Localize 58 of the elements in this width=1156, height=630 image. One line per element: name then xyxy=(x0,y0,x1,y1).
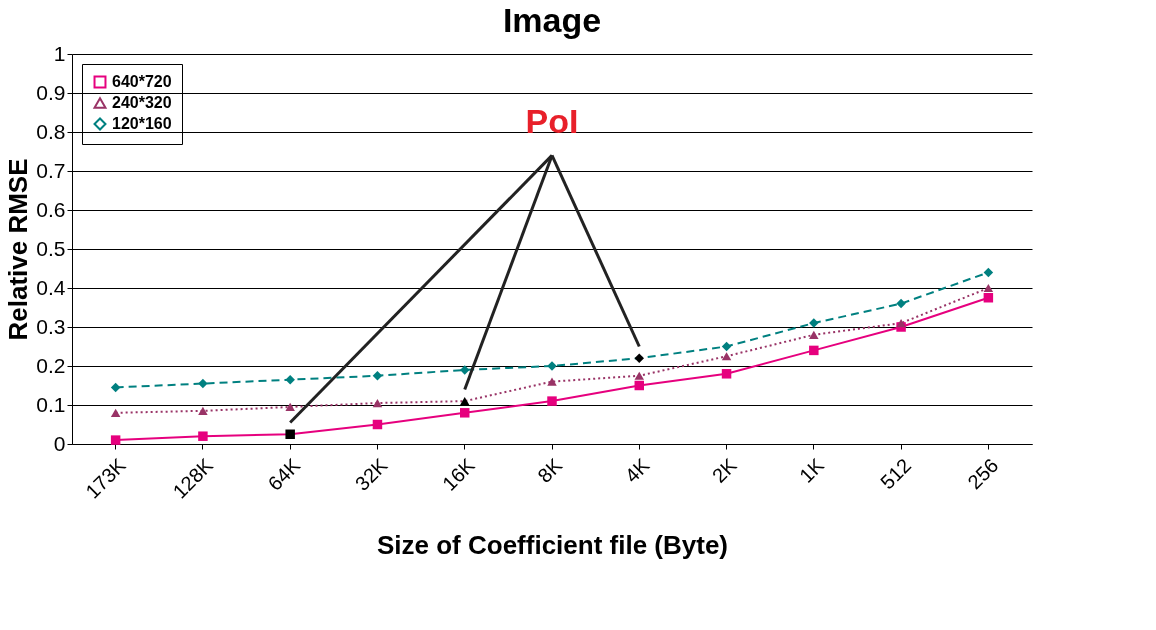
point xyxy=(110,435,121,445)
point xyxy=(547,377,557,386)
point xyxy=(198,431,208,441)
point xyxy=(372,371,383,381)
x-tick-label: 4K xyxy=(620,453,654,487)
y-tick-label: 1 xyxy=(53,41,66,65)
y-axis-title: Relative RMSE xyxy=(3,158,34,341)
point xyxy=(983,293,994,303)
point xyxy=(896,318,906,328)
point xyxy=(983,267,994,278)
y-tick-label: 0.8 xyxy=(36,119,66,143)
point xyxy=(285,374,295,385)
y-tick-label: 0.9 xyxy=(36,80,66,104)
y-tick-label: 0.4 xyxy=(36,275,66,299)
x-tick-label: 512 xyxy=(876,454,916,494)
point xyxy=(634,371,645,380)
point xyxy=(809,318,819,328)
point xyxy=(459,408,470,418)
point xyxy=(634,380,645,391)
x-tick-label: 64K xyxy=(263,453,305,495)
point xyxy=(547,396,557,406)
legend-label: 640*720 xyxy=(112,73,172,90)
point xyxy=(721,369,732,379)
point xyxy=(809,345,819,356)
x-tick-label: 16K xyxy=(438,453,480,495)
y-tick-label: 0.7 xyxy=(36,158,66,182)
point xyxy=(459,365,470,375)
point xyxy=(634,353,645,363)
point xyxy=(721,352,732,361)
x-tick-label: 1K xyxy=(795,453,829,487)
point xyxy=(809,330,819,339)
y-tick-label: 0.5 xyxy=(36,236,66,260)
point xyxy=(983,283,994,293)
point xyxy=(372,398,383,408)
point xyxy=(110,408,121,417)
point xyxy=(896,298,906,309)
x-tick-label: 2K xyxy=(707,453,742,487)
y-tick-label: 0 xyxy=(53,431,66,455)
point xyxy=(721,341,732,352)
x-tick-label: 8K xyxy=(533,453,567,487)
y-tick-label: 0.1 xyxy=(36,392,66,416)
x-tick-label: 32K xyxy=(350,453,393,495)
point xyxy=(285,402,295,412)
point xyxy=(110,382,121,393)
point xyxy=(459,396,470,406)
point xyxy=(285,429,295,439)
y-tick-label: 0.2 xyxy=(36,353,66,377)
chart-title: Image xyxy=(502,1,602,39)
point xyxy=(372,419,383,430)
legend-label: 120*160 xyxy=(112,115,172,132)
legend-label: 240*320 xyxy=(112,94,172,111)
point xyxy=(198,378,208,389)
y-tick-label: 0.3 xyxy=(36,314,66,338)
point xyxy=(198,406,208,415)
x-tick-label: 256 xyxy=(963,454,1003,494)
y-tick-label: 0.6 xyxy=(36,197,66,221)
x-axis-title: Size of Coefficient file (Byte) xyxy=(376,529,729,560)
annotation: PoI xyxy=(525,101,579,140)
